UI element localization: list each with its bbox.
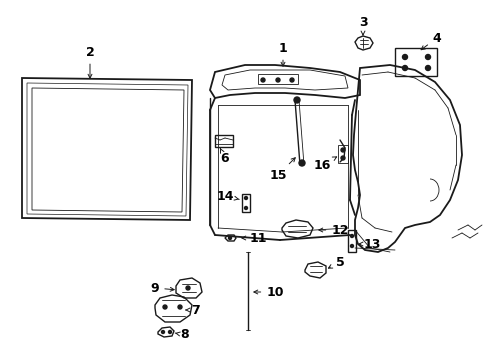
Text: 9: 9 (150, 282, 174, 294)
Circle shape (244, 207, 247, 210)
Circle shape (340, 156, 345, 160)
Text: 10: 10 (253, 285, 283, 298)
Bar (337, 145, 347, 163)
Circle shape (163, 305, 167, 309)
Text: 13: 13 (358, 238, 380, 251)
Text: 8: 8 (175, 328, 189, 342)
Circle shape (178, 305, 182, 309)
Circle shape (350, 244, 353, 248)
Circle shape (298, 160, 305, 166)
Circle shape (161, 330, 164, 333)
Circle shape (185, 286, 190, 290)
Circle shape (340, 148, 345, 152)
Circle shape (168, 330, 171, 333)
Circle shape (244, 197, 247, 199)
Circle shape (228, 237, 231, 239)
Text: 12: 12 (318, 224, 348, 237)
Circle shape (350, 234, 353, 238)
Bar (394, 48, 436, 76)
Circle shape (425, 54, 429, 59)
Text: 1: 1 (278, 41, 287, 66)
Circle shape (425, 66, 429, 71)
Text: 16: 16 (313, 157, 336, 171)
Text: 6: 6 (220, 149, 229, 165)
Circle shape (289, 78, 293, 82)
Text: 11: 11 (242, 231, 266, 244)
Text: 3: 3 (358, 15, 366, 35)
Bar (215, 135, 232, 147)
Text: 5: 5 (328, 256, 344, 269)
Bar (242, 194, 249, 212)
Circle shape (402, 54, 407, 59)
Text: 14: 14 (216, 189, 239, 202)
Bar (258, 74, 297, 84)
Circle shape (402, 66, 407, 71)
Text: 2: 2 (85, 45, 94, 78)
Text: 7: 7 (185, 303, 200, 316)
Text: 4: 4 (420, 32, 441, 50)
Circle shape (275, 78, 280, 82)
Text: 15: 15 (269, 158, 295, 181)
Bar (347, 230, 355, 252)
Circle shape (293, 97, 299, 103)
Circle shape (261, 78, 264, 82)
